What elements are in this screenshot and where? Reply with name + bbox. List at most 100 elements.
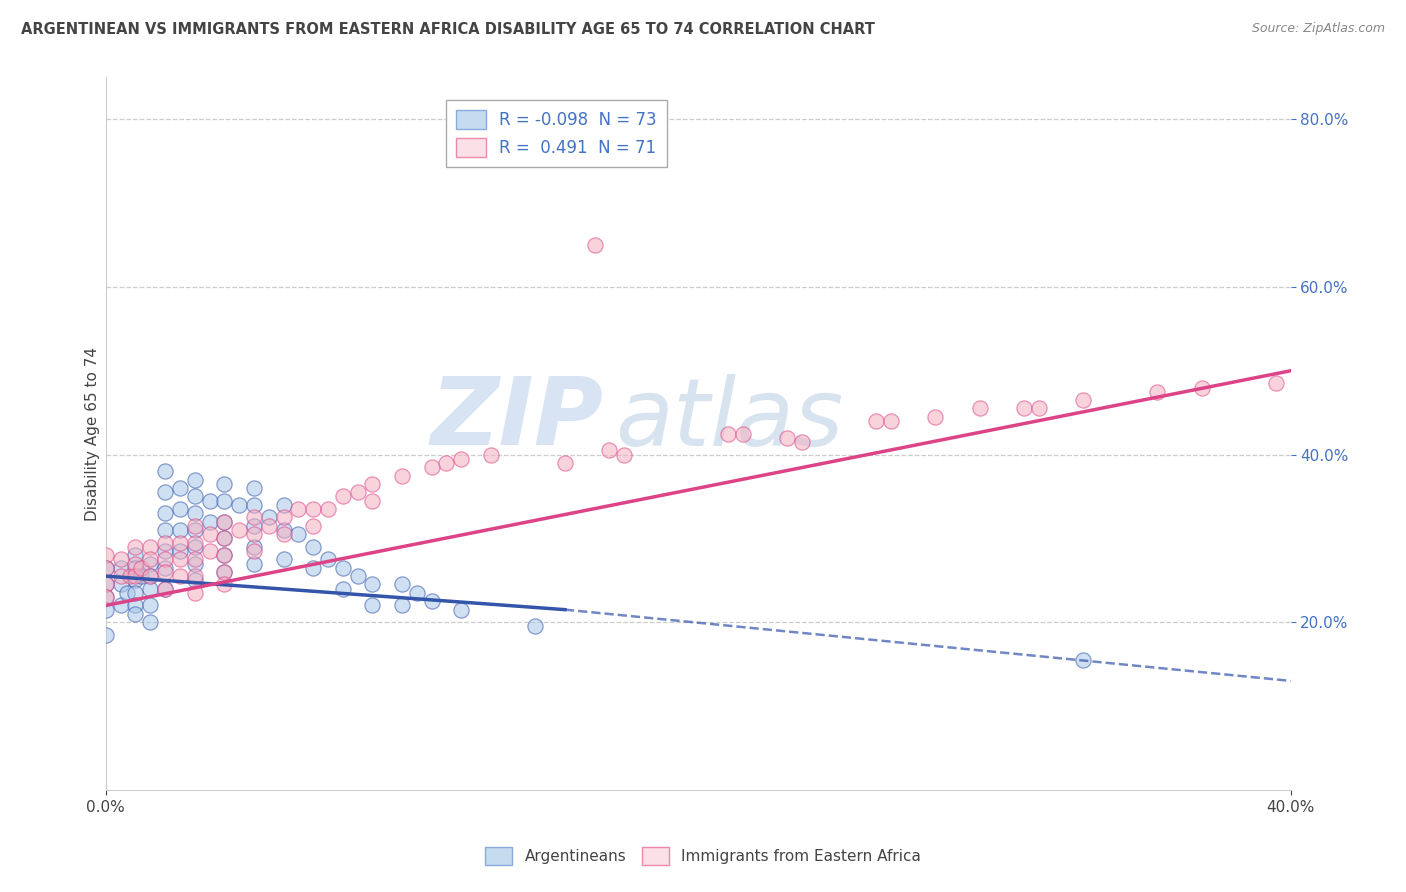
Point [153,552,176,566]
Point [94,577,117,591]
Point [214,477,236,491]
Point [153,582,176,596]
Point [153,506,176,520]
Point [731,426,754,441]
Point [450,602,472,616]
Point [124,574,146,588]
Point [124,599,146,613]
Point [332,490,354,504]
Point [257,510,280,524]
Point [243,540,266,554]
Point [153,544,176,558]
Point [169,502,191,516]
Point [214,548,236,562]
Point [153,565,176,579]
Point [302,502,325,516]
Point [436,456,458,470]
Point [183,552,205,566]
Point [183,535,205,549]
Point [139,540,162,554]
Point [94,628,117,642]
Point [391,468,413,483]
Legend: Argentineans, Immigrants from Eastern Africa: Argentineans, Immigrants from Eastern Af… [478,841,928,871]
Point [391,599,413,613]
Point [361,599,384,613]
Point [94,590,117,604]
Point [110,552,132,566]
Point [214,515,236,529]
Legend: R = -0.098  N = 73, R =  0.491  N = 71: R = -0.098 N = 73, R = 0.491 N = 71 [446,100,666,167]
Point [1071,653,1094,667]
Point [316,502,339,516]
Point [420,594,443,608]
Point [169,535,191,549]
Point [273,510,295,524]
Point [717,426,740,441]
Point [243,527,266,541]
Point [790,435,813,450]
Point [613,448,636,462]
Point [124,560,146,574]
Text: Source: ZipAtlas.com: Source: ZipAtlas.com [1251,22,1385,36]
Point [287,527,309,541]
Point [124,540,146,554]
Point [332,582,354,596]
Point [214,565,236,579]
Point [302,540,325,554]
Point [183,490,205,504]
Point [302,518,325,533]
Point [183,518,205,533]
Point [183,569,205,583]
Point [115,586,138,600]
Point [94,577,117,591]
Point [169,569,191,583]
Point [243,510,266,524]
Point [598,443,620,458]
Point [273,527,295,541]
Point [257,518,280,533]
Point [183,574,205,588]
Point [169,481,191,495]
Point [153,523,176,537]
Point [110,599,132,613]
Point [183,506,205,520]
Point [139,615,162,630]
Point [124,607,146,621]
Point [273,523,295,537]
Text: atlas: atlas [616,374,844,465]
Point [214,548,236,562]
Point [1028,401,1050,416]
Point [273,552,295,566]
Point [131,569,153,583]
Point [228,498,250,512]
Point [198,544,221,558]
Point [94,602,117,616]
Point [214,532,236,546]
Point [243,481,266,495]
Point [139,582,162,596]
Point [94,548,117,562]
Point [139,569,162,583]
Point [153,464,176,478]
Point [198,515,221,529]
Point [110,577,132,591]
Point [273,498,295,512]
Point [865,414,887,428]
Point [183,557,205,571]
Point [880,414,903,428]
Point [153,560,176,574]
Point [94,590,117,604]
Point [361,577,384,591]
Point [139,557,162,571]
Point [1071,393,1094,408]
Point [1012,401,1035,416]
Point [131,560,153,574]
Point [450,451,472,466]
Y-axis label: Disability Age 65 to 74: Disability Age 65 to 74 [86,347,100,521]
Point [243,544,266,558]
Point [969,401,991,416]
Point [1146,384,1168,399]
Point [391,577,413,591]
Point [124,586,146,600]
Point [524,619,547,633]
